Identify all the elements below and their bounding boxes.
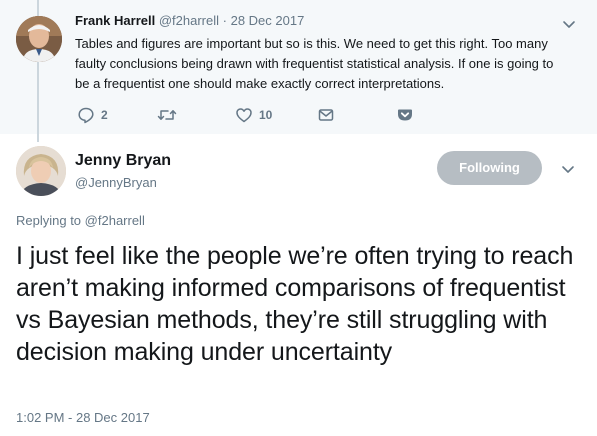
tweet-date[interactable]: 28 Dec 2017 [230,13,305,28]
reply-icon [78,107,94,124]
like-button[interactable]: 10 [235,106,272,124]
chevron-down-icon[interactable] [562,17,576,31]
like-count: 10 [259,108,273,122]
parent-tweet[interactable]: Frank Harrell @f2harrell · 28 Dec 2017 T… [0,0,597,142]
author-handle[interactable]: @f2harrell [158,13,219,28]
save-to-pocket-button[interactable] [396,106,414,124]
reply-button[interactable]: 2 [77,106,108,124]
reply-count: 2 [101,108,108,122]
tweet-timestamp[interactable]: 1:02 PM - 28 Dec 2017 [16,410,150,425]
author-name[interactable]: Frank Harrell [75,13,156,28]
retweet-icon [157,110,177,120]
envelope-icon [318,109,334,121]
pocket-icon [398,109,412,121]
author-handle[interactable]: @JennyBryan [75,175,157,190]
replying-to-handle-link[interactable]: @f2harrell [84,213,145,228]
message-button[interactable] [317,106,335,124]
replying-to-label: Replying to [16,213,82,228]
replying-to-line: Replying to @f2harrell [16,213,145,228]
parent-tweet-header: Frank Harrell @f2harrell · 28 Dec 2017 [75,13,304,28]
avatar[interactable] [16,16,62,62]
avatar[interactable] [16,146,66,196]
heart-icon [236,108,252,123]
retweet-button[interactable] [157,106,183,124]
parent-tweet-text: Tables and figures are important but so … [75,36,554,91]
thread-connector-line [37,0,39,142]
chevron-down-icon[interactable] [561,162,575,176]
meta-separator: · [222,13,227,28]
tweet-text: I just feel like the people we’re often … [16,242,574,366]
following-button[interactable]: Following [437,151,542,185]
author-name[interactable]: Jenny Bryan [75,152,172,169]
